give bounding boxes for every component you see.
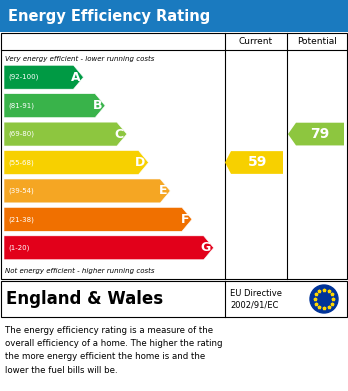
Polygon shape [4,94,105,118]
Text: 79: 79 [310,127,330,141]
Circle shape [310,285,338,313]
Text: Very energy efficient - lower running costs: Very energy efficient - lower running co… [5,56,155,62]
Polygon shape [4,65,84,89]
Bar [1,281,347,317]
Bar [0,0,348,32]
Text: (39-54): (39-54) [8,188,34,194]
Text: B: B [93,99,102,112]
Polygon shape [4,236,214,260]
Text: Energy Efficiency Rating: Energy Efficiency Rating [8,9,210,23]
Text: F: F [181,213,189,226]
Polygon shape [288,123,344,145]
Text: (55-68): (55-68) [8,159,34,166]
Text: EU Directive
2002/91/EC: EU Directive 2002/91/EC [230,289,282,309]
Text: 59: 59 [248,156,268,170]
Text: A: A [71,71,80,84]
Text: Not energy efficient - higher running costs: Not energy efficient - higher running co… [5,268,155,274]
Text: (92-100): (92-100) [8,74,38,81]
Text: (69-80): (69-80) [8,131,34,137]
Text: England & Wales: England & Wales [6,290,163,308]
Bar [1,33,347,279]
Text: G: G [200,241,211,254]
Polygon shape [225,151,283,174]
Text: (81-91): (81-91) [8,102,34,109]
Polygon shape [4,122,127,146]
Text: (21-38): (21-38) [8,216,34,222]
Text: Potential: Potential [298,36,338,45]
Polygon shape [4,151,149,174]
Text: E: E [159,185,167,197]
Text: D: D [135,156,145,169]
Text: The energy efficiency rating is a measure of the
overall efficiency of a home. T: The energy efficiency rating is a measur… [5,326,222,375]
Polygon shape [4,207,192,231]
Text: C: C [115,127,124,141]
Text: Current: Current [239,36,273,45]
Polygon shape [4,179,170,203]
Text: (1-20): (1-20) [8,244,29,251]
